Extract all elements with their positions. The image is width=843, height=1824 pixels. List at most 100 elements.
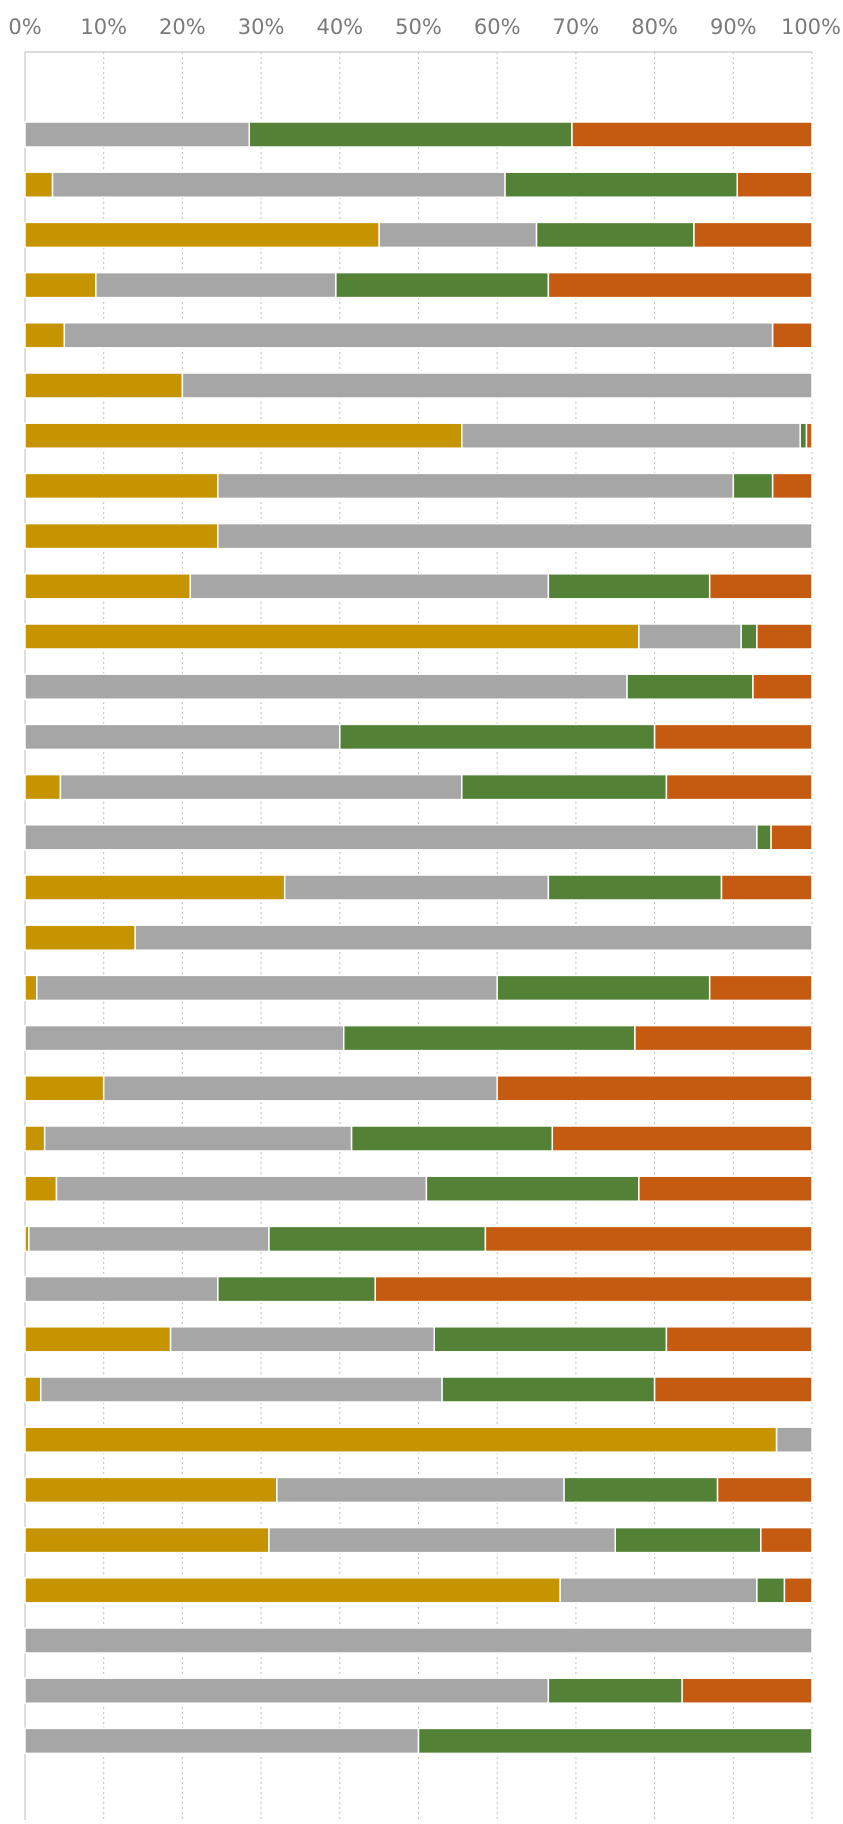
bars	[24, 121, 813, 1755]
bar-segment	[217, 522, 813, 550]
bar-segment	[24, 221, 380, 249]
bar-segment	[551, 1125, 813, 1152]
bar-segment	[799, 422, 808, 449]
bar-segment	[248, 121, 573, 148]
bar-segment	[752, 673, 813, 700]
bar-segment	[535, 221, 695, 249]
bar-segment	[638, 623, 742, 650]
bar-segment	[708, 974, 813, 1002]
bar-segment	[24, 924, 136, 951]
bar-segment	[783, 1577, 813, 1604]
bar-segment	[335, 271, 550, 299]
bar-segment	[24, 372, 184, 399]
bar-segment	[461, 422, 801, 449]
bar-segment	[24, 673, 628, 700]
bar-segment	[342, 1024, 636, 1052]
bar-segment	[24, 1075, 105, 1102]
bar-segment	[547, 1677, 683, 1704]
bar-segment	[339, 723, 656, 751]
bar-segment	[756, 824, 772, 851]
bar-segment	[217, 1275, 376, 1303]
bar-segment	[708, 573, 813, 600]
bar-segment	[24, 723, 341, 751]
bar-segment	[496, 1075, 813, 1102]
bar-segment	[547, 271, 813, 299]
bar-segment	[805, 422, 813, 449]
bar-segment	[756, 1577, 786, 1604]
bar-segment	[181, 372, 813, 399]
bar-segment	[283, 874, 550, 901]
bar-segment	[24, 1426, 778, 1453]
bar-segment	[24, 824, 758, 851]
bar-segment	[24, 422, 463, 449]
bar-segment	[756, 623, 813, 650]
bar-segment	[24, 1175, 58, 1202]
bar-segment	[771, 472, 813, 500]
bar-segment	[24, 1476, 278, 1504]
bar-segment	[775, 1426, 813, 1453]
bar-segment	[24, 1125, 46, 1152]
bar-segment	[716, 1476, 813, 1504]
bar-segment	[693, 221, 813, 249]
bar-segment	[36, 974, 498, 1002]
bar-segment	[24, 874, 286, 901]
bar-segment	[189, 573, 550, 600]
x-tick-label: 20%	[159, 15, 206, 39]
bar-segment	[39, 1376, 443, 1403]
bar-segment	[268, 1225, 487, 1253]
bar-segment	[24, 773, 62, 801]
bar-segment	[732, 472, 774, 500]
bar-segment	[634, 1024, 813, 1052]
bar-segment	[24, 472, 219, 500]
bar-segment	[24, 1577, 561, 1604]
bar-segment	[24, 322, 66, 349]
bar-segment	[374, 1275, 813, 1303]
bar-segment	[571, 121, 813, 148]
bar-segment	[771, 322, 813, 349]
bar-segment	[484, 1225, 813, 1253]
bar-segment	[433, 1326, 668, 1353]
bar-segment	[665, 1326, 813, 1353]
bar-segment	[28, 1225, 270, 1253]
bar-segment	[653, 723, 813, 751]
bar-segment	[665, 773, 813, 801]
bar-segment	[24, 573, 192, 600]
bar-segment	[720, 874, 813, 901]
bar-segment	[417, 1727, 813, 1755]
x-tick-label: 0%	[8, 15, 41, 39]
bar-segment	[24, 1376, 42, 1403]
bar-segment	[378, 221, 538, 249]
bar-segment	[24, 1727, 420, 1755]
bar-segment	[55, 1175, 428, 1202]
x-tick-label: 50%	[395, 15, 442, 39]
bar-segment	[770, 824, 813, 851]
bar-segment	[102, 1075, 498, 1102]
bar-segment	[547, 874, 723, 901]
bar-segment	[24, 1627, 813, 1654]
bar-segment	[169, 1326, 435, 1353]
x-tick-label: 100%	[781, 15, 841, 39]
bar-segment	[740, 623, 758, 650]
bar-segment	[496, 974, 711, 1002]
bar-segment	[441, 1376, 656, 1403]
bar-segment	[51, 171, 506, 198]
bar-segment	[276, 1476, 565, 1504]
x-tick-label: 60%	[474, 15, 521, 39]
x-tick-label: 80%	[631, 15, 678, 39]
bar-segment	[24, 121, 251, 148]
x-axis: 0% 10% 20% 30% 40% 50% 60% 70% 80% 90% 100%	[8, 15, 841, 53]
bar-segment	[95, 271, 337, 299]
bar-segment	[24, 1024, 345, 1052]
bar-segment	[134, 924, 813, 951]
bar-segment	[736, 171, 813, 198]
bar-segment	[425, 1175, 640, 1202]
bar-segment	[653, 1376, 813, 1403]
bar-segment	[24, 974, 38, 1002]
bar-segment	[24, 1526, 270, 1554]
x-tick-label: 70%	[553, 15, 600, 39]
bar-segment	[217, 472, 735, 500]
bar-segment	[638, 1175, 813, 1202]
bar-segment	[504, 171, 738, 198]
